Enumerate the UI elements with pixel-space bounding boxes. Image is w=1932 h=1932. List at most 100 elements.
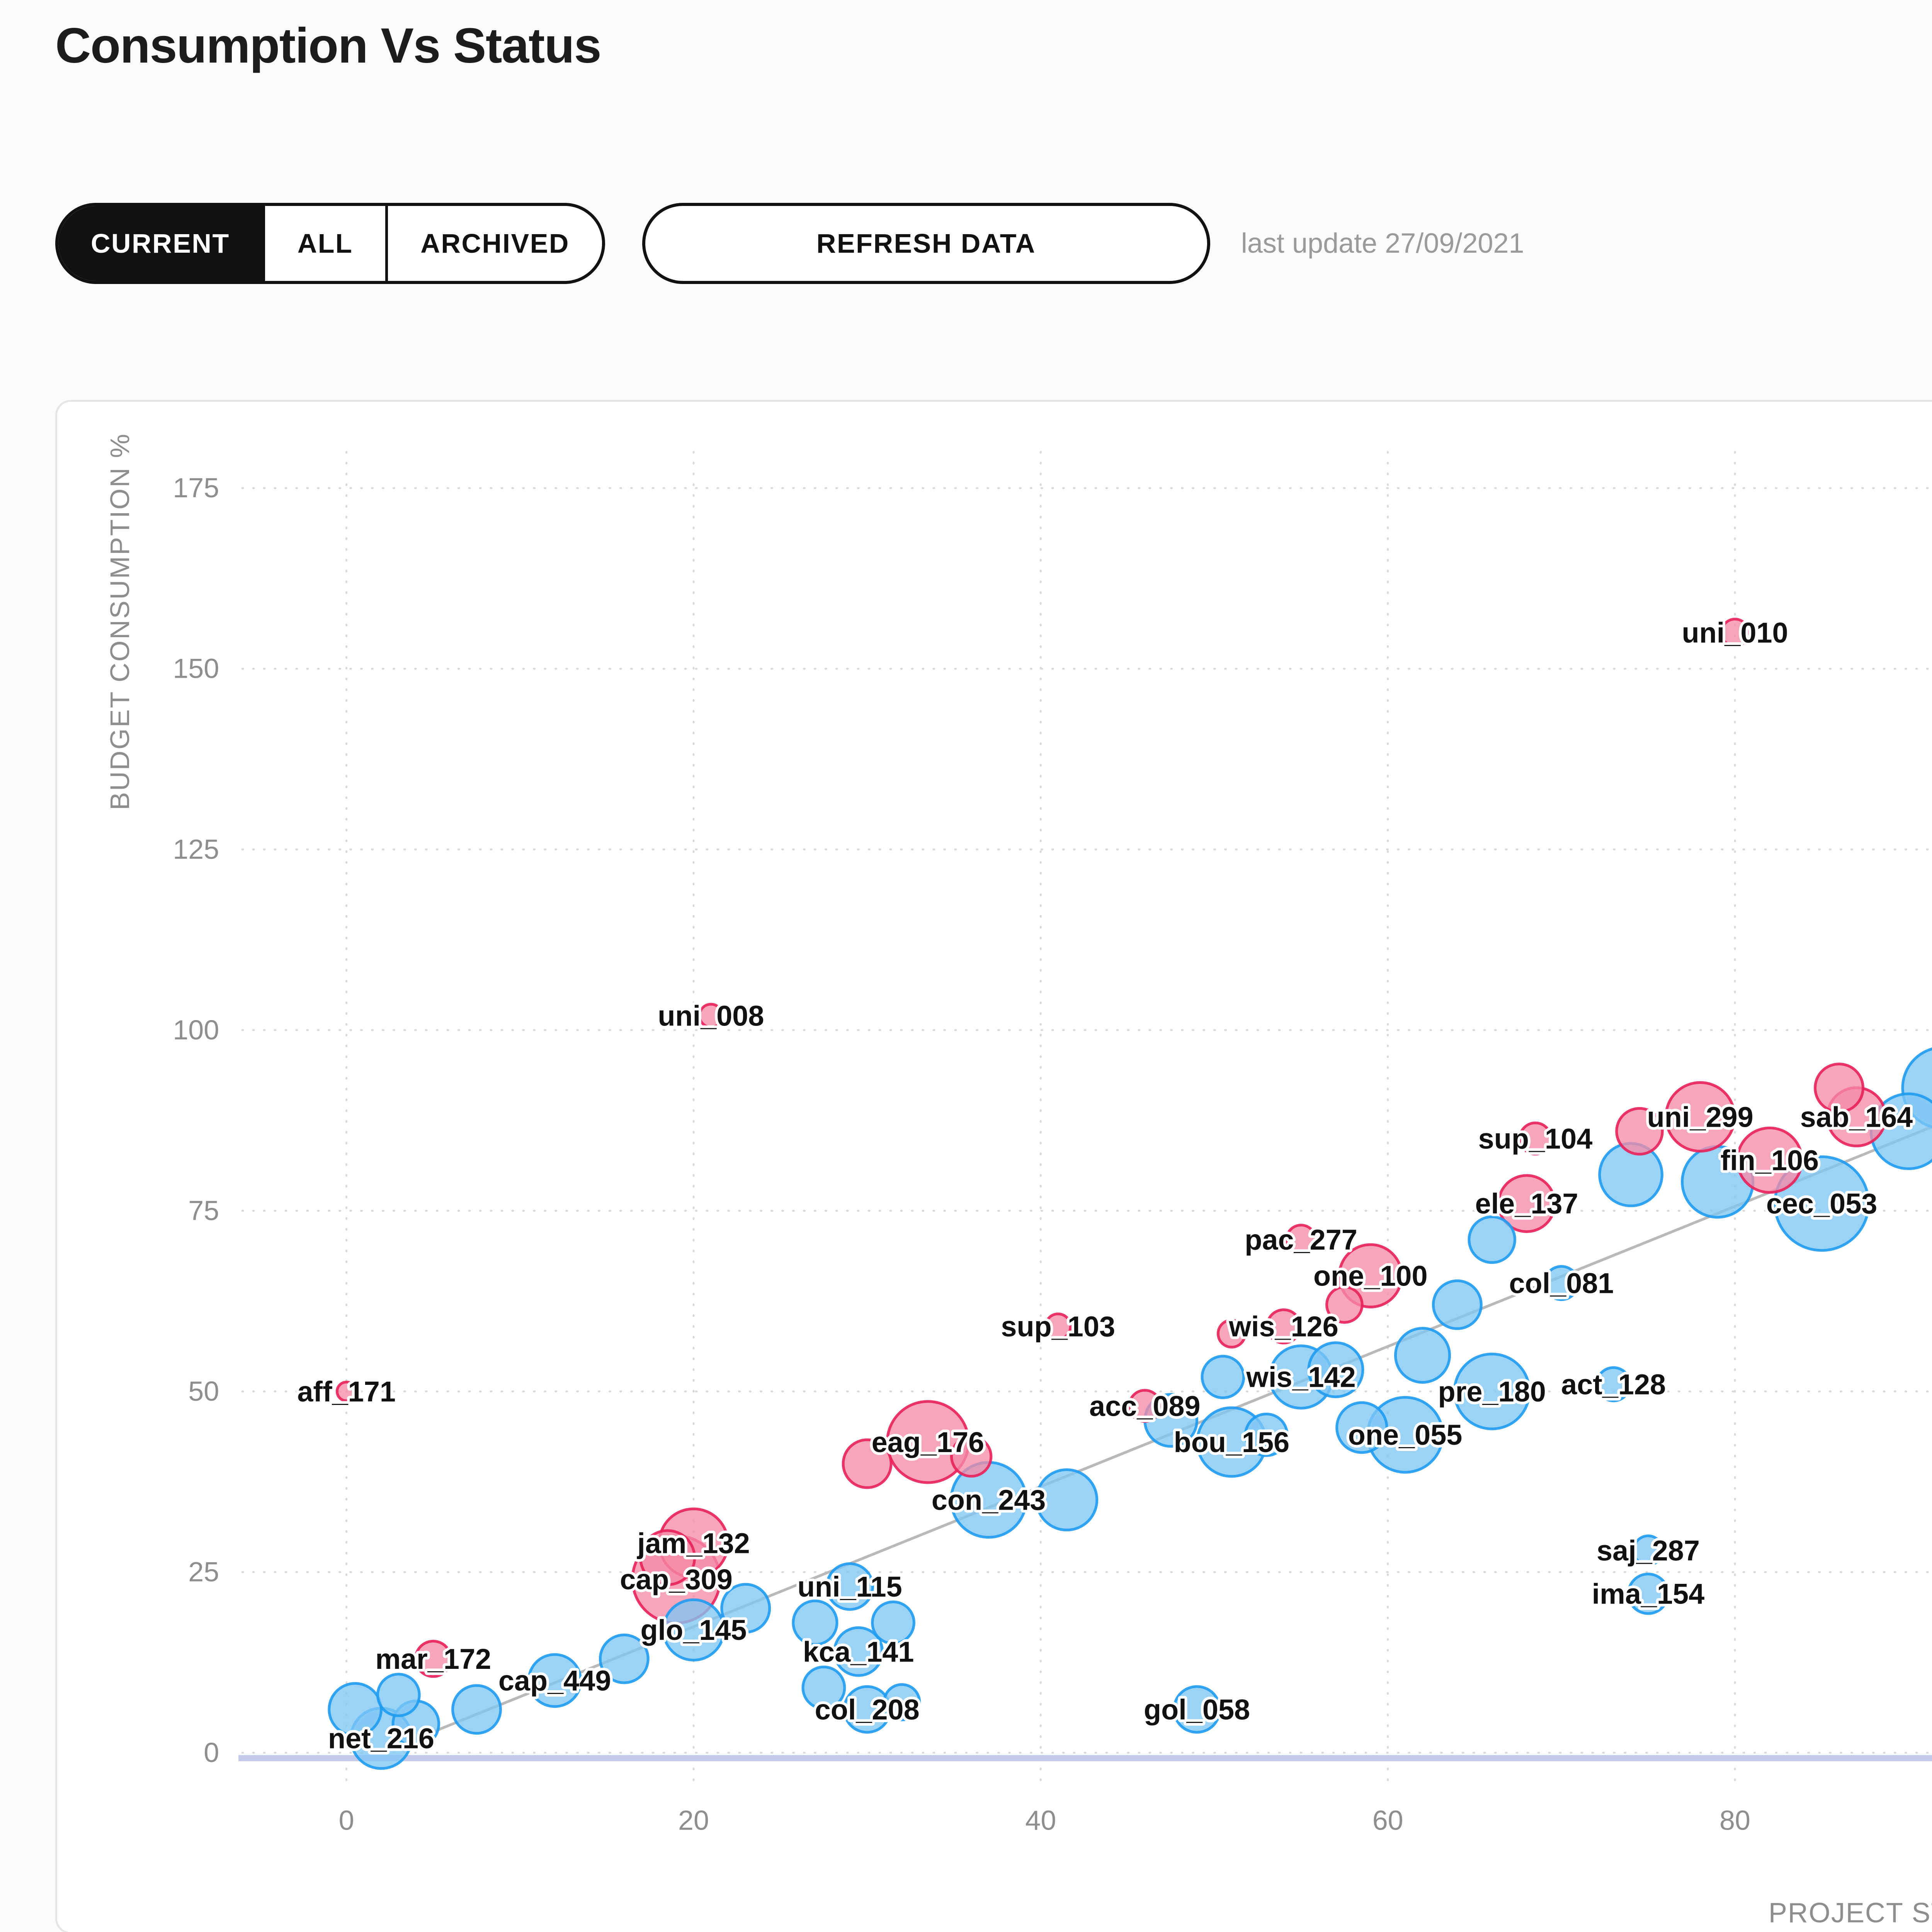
x-tick-label: 0 bbox=[339, 1805, 354, 1836]
bubble-unlabeled[interactable] bbox=[1216, 1318, 1247, 1349]
bubble-unlabeled[interactable] bbox=[720, 1583, 771, 1634]
bubble-label: acc_089 bbox=[1089, 1390, 1201, 1422]
bubble-uni_115[interactable] bbox=[825, 1562, 874, 1611]
bubble-label: glo_145 bbox=[640, 1614, 747, 1646]
y-tick-label: 125 bbox=[173, 834, 219, 865]
bubble-ele_137[interactable] bbox=[1497, 1174, 1556, 1233]
bubble-unlabeled[interactable] bbox=[1244, 1412, 1289, 1457]
bubble-label: ima_154 bbox=[1592, 1578, 1705, 1610]
tab-all[interactable]: ALL bbox=[262, 206, 386, 281]
bubble-sup_104[interactable] bbox=[1518, 1121, 1553, 1156]
bubble-unlabeled[interactable] bbox=[883, 1683, 921, 1721]
bubble-label: cec_053 bbox=[1766, 1188, 1878, 1220]
y-tick-label: 150 bbox=[173, 653, 219, 684]
bubble-label: col_208 bbox=[815, 1694, 920, 1726]
x-tick-label: 80 bbox=[1719, 1805, 1750, 1836]
bubble-pac_277[interactable] bbox=[1285, 1224, 1317, 1256]
bubble-unlabeled[interactable] bbox=[1035, 1468, 1099, 1532]
tab-archived[interactable]: ARCHIVED bbox=[385, 206, 602, 281]
bubble-unlabeled[interactable] bbox=[451, 1684, 502, 1735]
bubble-unlabeled[interactable] bbox=[801, 1665, 846, 1710]
bubble-label: ele_137 bbox=[1475, 1188, 1578, 1220]
bubble-unlabeled[interactable] bbox=[1468, 1215, 1516, 1264]
y-tick-label: 25 bbox=[188, 1557, 219, 1588]
bubble-unlabeled[interactable] bbox=[1335, 1401, 1388, 1454]
bubble-label: fin_106 bbox=[1721, 1145, 1819, 1177]
x-axis-label: PROJECT STATUS % (days) bbox=[1768, 1898, 1932, 1929]
bubble-label: gol_058 bbox=[1144, 1694, 1250, 1726]
bubble-gol_058[interactable] bbox=[1172, 1685, 1221, 1734]
bubble-label: con_243 bbox=[932, 1484, 1046, 1516]
bubble-cap_449[interactable] bbox=[527, 1653, 582, 1708]
bubble-unlabeled[interactable] bbox=[871, 1600, 915, 1645]
bubble-label: bou_156 bbox=[1174, 1426, 1290, 1458]
bubble-act_128[interactable] bbox=[1595, 1366, 1632, 1402]
x-tick-label: 40 bbox=[1025, 1805, 1056, 1836]
y-tick-label: 75 bbox=[188, 1195, 219, 1226]
bubble-uni_299[interactable] bbox=[1664, 1081, 1736, 1153]
bubble-unlabeled[interactable] bbox=[842, 1438, 893, 1489]
bubble-unlabeled[interactable] bbox=[639, 1529, 696, 1586]
bubble-label: sup_104 bbox=[1478, 1122, 1593, 1155]
x-tick-label: 20 bbox=[678, 1805, 709, 1836]
bubble-unlabeled[interactable] bbox=[1307, 1341, 1364, 1398]
bubble-unlabeled[interactable] bbox=[950, 1435, 993, 1478]
bubble-labels: uni_010one_199uni_008ele_083uni_299sab_1… bbox=[294, 614, 1915, 1757]
bubble-unlabeled[interactable] bbox=[792, 1599, 838, 1646]
filter-segmented-control[interactable]: CURRENT ALL ARCHIVED bbox=[55, 203, 605, 284]
bubble-label: mar_172 bbox=[375, 1643, 491, 1675]
bubble-label: one_055 bbox=[1348, 1419, 1463, 1451]
bubble-label: uni_299 bbox=[1647, 1101, 1753, 1133]
bubble-label: kca_141 bbox=[803, 1636, 914, 1668]
bubble-acc_089[interactable] bbox=[1128, 1389, 1162, 1423]
bubble-label: sab_164 bbox=[1800, 1101, 1913, 1133]
bubble-label: cap_309 bbox=[620, 1563, 733, 1595]
bubble-label: wis_142 bbox=[1246, 1361, 1355, 1393]
last-update-text: last update 27/09/2021 bbox=[1241, 228, 1524, 259]
bubble-label: act_128 bbox=[1561, 1368, 1666, 1400]
x-tick-label: 60 bbox=[1372, 1805, 1403, 1836]
y-tick-label: 100 bbox=[173, 1015, 219, 1046]
bubble-chart-svg[interactable]: 0255075100125150175020406080100uni_010on… bbox=[57, 402, 1932, 1932]
axis-ticks: 0255075100125150175020406080100 bbox=[173, 473, 1750, 1836]
y-tick-label: 50 bbox=[188, 1376, 219, 1407]
bubble-unlabeled[interactable] bbox=[1394, 1327, 1451, 1384]
chart-card: 0255075100125150175020406080100uni_010on… bbox=[55, 400, 1932, 1932]
bubble-pre_180[interactable] bbox=[1453, 1352, 1531, 1430]
bubble-kca_141[interactable] bbox=[833, 1626, 884, 1677]
bubble-label: one_100 bbox=[1313, 1260, 1428, 1292]
bubble-label: aff_171 bbox=[297, 1376, 396, 1408]
bubble-label: uni_010 bbox=[1682, 617, 1788, 649]
y-axis-label: BUDGET CONSUMPTION % bbox=[105, 433, 135, 810]
bubble-cec_053[interactable] bbox=[1773, 1155, 1870, 1252]
bubble-glo_145[interactable] bbox=[662, 1598, 725, 1662]
bubble-label: col_081 bbox=[1509, 1267, 1614, 1299]
bubble-unlabeled[interactable] bbox=[1432, 1279, 1483, 1330]
bubble-unlabeled[interactable] bbox=[1814, 1063, 1865, 1113]
y-tick-label: 0 bbox=[204, 1737, 219, 1768]
bubble-sup_103[interactable] bbox=[1044, 1312, 1072, 1340]
tab-current[interactable]: CURRENT bbox=[58, 206, 262, 281]
bubble-unlabeled[interactable] bbox=[376, 1673, 421, 1717]
plot-area[interactable]: 0255075100125150175020406080100uni_010on… bbox=[57, 402, 1932, 1932]
bubble-label: uni_115 bbox=[798, 1571, 902, 1603]
bubble-mar_172[interactable] bbox=[414, 1639, 452, 1678]
bubble-label: eag_176 bbox=[872, 1426, 985, 1458]
bubble-wis_126[interactable] bbox=[1265, 1308, 1302, 1345]
bubble-unlabeled[interactable] bbox=[328, 1682, 383, 1737]
bubble-uni_008[interactable] bbox=[698, 1003, 724, 1029]
bubble-fin_106[interactable] bbox=[1736, 1126, 1803, 1194]
refresh-data-button[interactable]: REFRESH DATA bbox=[642, 203, 1210, 284]
bubble-unlabeled[interactable] bbox=[1325, 1286, 1364, 1324]
toolbar: CURRENT ALL ARCHIVED REFRESH DATA last u… bbox=[55, 201, 1524, 286]
bubble-unlabeled[interactable] bbox=[599, 1633, 650, 1684]
bubble-label: sup_103 bbox=[1001, 1311, 1115, 1343]
bubble-uni_010[interactable] bbox=[1720, 617, 1750, 648]
bubble-unlabeled[interactable] bbox=[1615, 1107, 1664, 1156]
bubble-aff_171[interactable] bbox=[335, 1381, 357, 1402]
bubble-unlabeled[interactable] bbox=[1201, 1355, 1245, 1399]
bubble-ima_154[interactable] bbox=[1627, 1573, 1670, 1615]
bubble-col_081[interactable] bbox=[1543, 1265, 1580, 1301]
bubble-saj_287[interactable] bbox=[1632, 1534, 1664, 1566]
